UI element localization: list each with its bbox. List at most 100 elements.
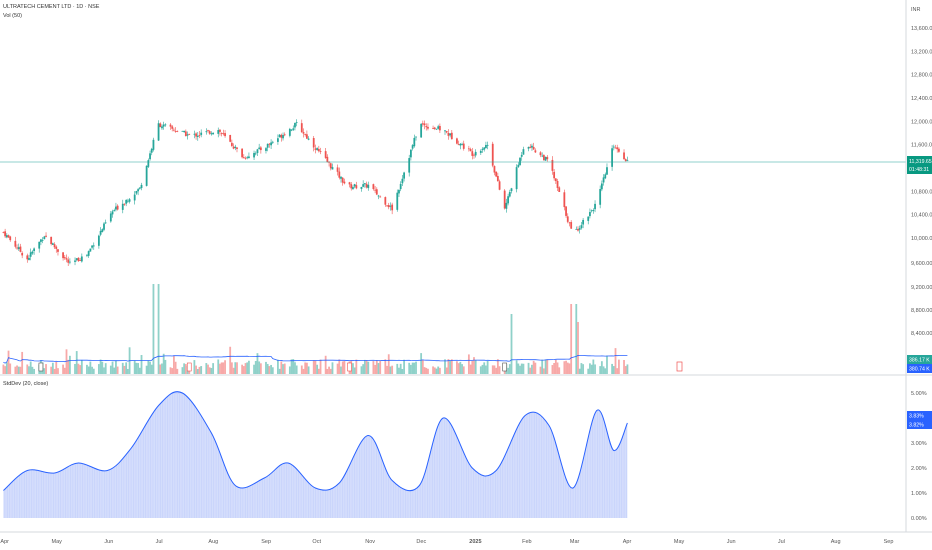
stddev-badge-2[interactable] bbox=[907, 420, 932, 429]
candle-body bbox=[532, 146, 535, 150]
earnings-marker[interactable] bbox=[186, 362, 192, 372]
candle-body bbox=[113, 210, 116, 212]
volume-bar bbox=[469, 364, 472, 374]
volume-bar bbox=[379, 360, 382, 374]
candle-body bbox=[277, 138, 279, 142]
candle-body bbox=[396, 192, 399, 210]
volume-bar bbox=[171, 368, 174, 374]
volume-bar bbox=[491, 365, 494, 374]
future-event-marker[interactable] bbox=[676, 361, 683, 372]
volume-bar bbox=[403, 359, 405, 374]
volume-bar bbox=[461, 364, 463, 374]
volume-bar bbox=[125, 362, 128, 374]
volume-bar bbox=[161, 363, 163, 374]
candle-body bbox=[65, 258, 68, 260]
candle-body bbox=[217, 130, 220, 134]
earnings-marker[interactable] bbox=[347, 362, 352, 372]
volume-bar bbox=[618, 359, 620, 374]
volume-bar bbox=[474, 360, 477, 374]
earnings-marker[interactable] bbox=[502, 362, 507, 372]
volume-bar bbox=[169, 367, 172, 374]
volume-bar bbox=[80, 359, 83, 374]
volume-bar bbox=[5, 362, 8, 374]
candle-body bbox=[295, 122, 298, 124]
event-markers bbox=[38, 362, 507, 372]
candle-body bbox=[26, 255, 29, 260]
candle-body bbox=[121, 203, 124, 210]
volume-badge[interactable] bbox=[907, 355, 932, 364]
volume-bar bbox=[302, 368, 305, 374]
candle-body bbox=[435, 128, 438, 130]
candle-body bbox=[125, 199, 128, 204]
candle-body bbox=[398, 189, 400, 194]
candle-body bbox=[551, 159, 554, 171]
candle-body bbox=[352, 187, 354, 190]
volume-bar bbox=[280, 361, 283, 374]
symbol-title[interactable]: ULTRATECH CEMENT LTD · 1D · NSE bbox=[3, 4, 100, 10]
candle-body bbox=[387, 205, 390, 208]
stddev-title[interactable]: StdDev (20, close) bbox=[3, 381, 49, 387]
stddev-badge[interactable] bbox=[907, 411, 932, 420]
candle-body bbox=[510, 188, 513, 192]
volume-bar bbox=[600, 361, 603, 374]
candle-body bbox=[483, 147, 486, 150]
candle-body bbox=[403, 172, 405, 179]
volume-bar bbox=[355, 359, 358, 374]
earnings-marker[interactable] bbox=[38, 362, 44, 372]
candle-body bbox=[363, 183, 366, 185]
volume-bar bbox=[508, 364, 511, 374]
volume-bar bbox=[253, 364, 255, 374]
candle-body bbox=[420, 123, 423, 138]
volume-bar bbox=[92, 368, 95, 374]
volume-bar bbox=[278, 368, 281, 374]
volume-ma-line bbox=[3, 354, 628, 364]
volume-bar bbox=[606, 355, 608, 374]
volume-bar bbox=[531, 364, 533, 374]
candle-body bbox=[556, 180, 559, 188]
volume-bar bbox=[21, 351, 24, 374]
candle-body bbox=[423, 123, 426, 126]
candle-body bbox=[445, 131, 448, 133]
volume-bar bbox=[459, 361, 462, 374]
last-price-badge[interactable] bbox=[907, 156, 932, 174]
volume-ma-badge[interactable] bbox=[907, 364, 932, 373]
candle-body bbox=[265, 148, 267, 151]
time-tick-label: May bbox=[52, 539, 63, 545]
volume-bar bbox=[109, 365, 112, 374]
time-tick-label: Dec bbox=[416, 539, 426, 545]
candle-body bbox=[55, 246, 58, 249]
volume-bar bbox=[51, 362, 54, 374]
candle-body bbox=[87, 251, 90, 256]
candle-body bbox=[270, 142, 272, 146]
price-tick-label: 13,600.00 bbox=[911, 26, 932, 32]
time-tick-label: May bbox=[674, 539, 685, 545]
volume-bar bbox=[594, 364, 596, 374]
candle-body bbox=[280, 134, 283, 138]
time-tick-label: Aug bbox=[208, 539, 218, 545]
volume-bar bbox=[53, 368, 56, 374]
candle-body bbox=[626, 160, 629, 162]
volume-bar bbox=[556, 362, 559, 374]
candle-body bbox=[565, 206, 567, 216]
volume-bar bbox=[294, 362, 296, 374]
volume-title[interactable]: Vol (50) bbox=[3, 13, 22, 19]
volume-bar bbox=[399, 363, 402, 374]
volume-bar bbox=[483, 362, 486, 374]
volume-bar bbox=[116, 366, 119, 374]
volume-bar bbox=[268, 366, 271, 374]
candle-body bbox=[529, 146, 532, 148]
candle-body bbox=[63, 257, 66, 259]
volume-bar bbox=[462, 366, 465, 374]
candle-body bbox=[208, 131, 211, 134]
volume-bar bbox=[210, 367, 213, 374]
stddev-area bbox=[3, 391, 628, 518]
candle-body bbox=[600, 183, 603, 190]
volume-bar bbox=[421, 359, 424, 374]
candle-body bbox=[115, 206, 117, 210]
volume-bar bbox=[4, 366, 7, 374]
volume-bar bbox=[212, 363, 215, 374]
volume-bar bbox=[473, 357, 475, 374]
candle-body bbox=[159, 123, 162, 128]
volume-bar bbox=[147, 360, 150, 374]
